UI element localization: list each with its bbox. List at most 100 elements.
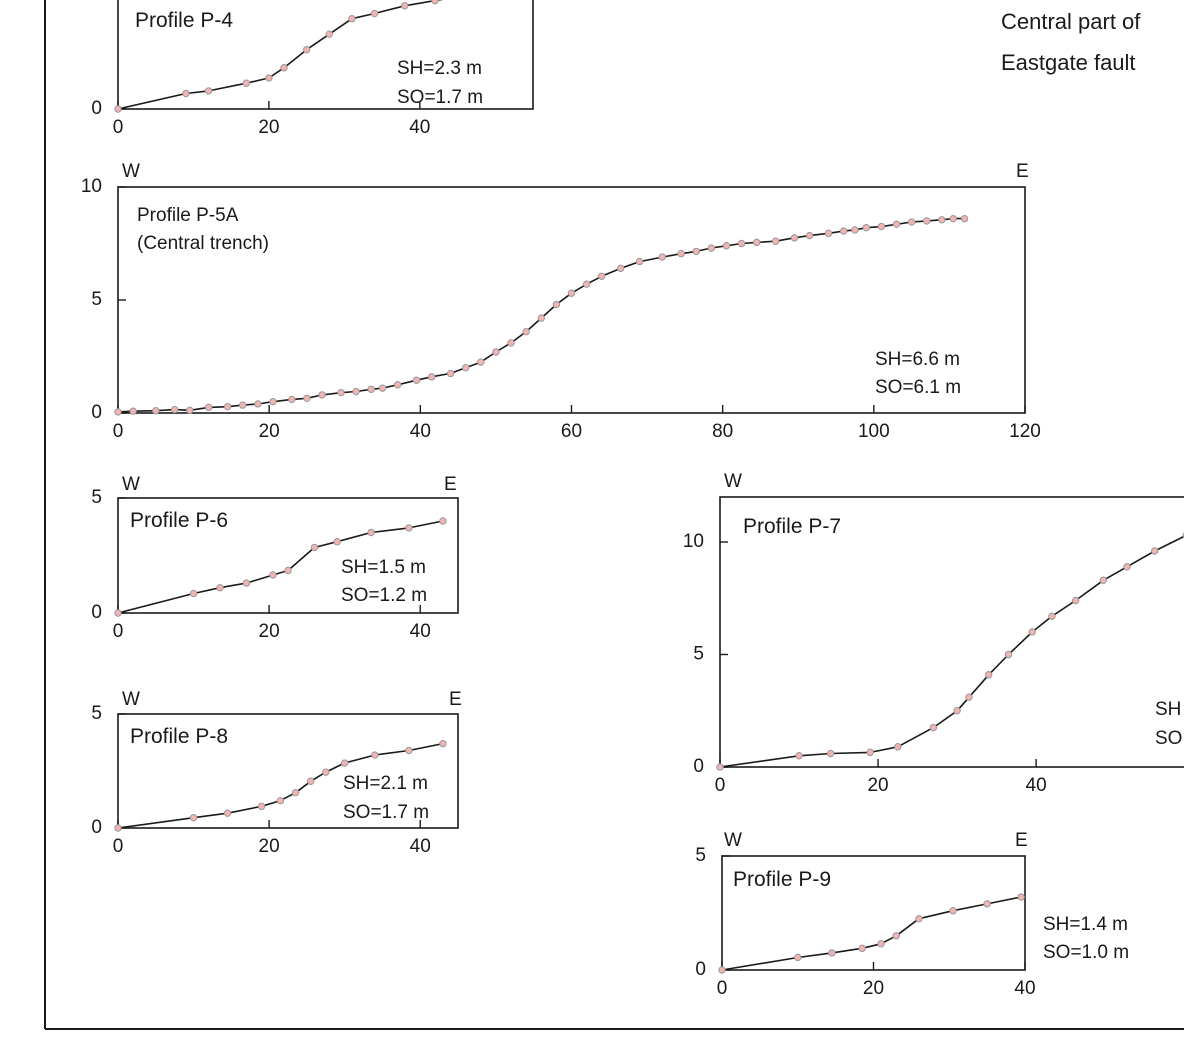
survey-point	[242, 579, 251, 587]
profile-line	[117, 742, 444, 829]
west-label: W	[122, 689, 140, 710]
east-label: E	[449, 689, 462, 710]
survey-point	[189, 589, 198, 598]
survey-point	[771, 237, 780, 245]
survey-point	[242, 79, 250, 87]
survey-point	[1150, 547, 1159, 555]
profile-line	[721, 896, 1022, 971]
survey-point	[915, 915, 923, 923]
survey-point	[507, 339, 515, 347]
profile-chart-p6: 0 20 40 0 5W E Profile P-6 SH=1.5 m SO=1.2 m	[91, 474, 459, 642]
survey-point	[216, 584, 224, 592]
x-tick-label: 20	[259, 421, 280, 442]
x-tick-label: 0	[113, 621, 124, 642]
survey-point	[114, 609, 122, 617]
survey-point	[894, 743, 902, 751]
survey-point	[257, 802, 266, 811]
survey-point	[439, 517, 447, 525]
survey-point	[152, 407, 160, 415]
x-tick-label: 0	[113, 117, 124, 138]
survey-point	[795, 752, 803, 760]
y-tick-label: 0	[693, 756, 704, 777]
sh-annotation: SH	[1155, 699, 1181, 720]
survey-point	[616, 264, 625, 273]
y-tick-label: 5	[695, 845, 706, 866]
survey-point	[189, 814, 198, 822]
survey-point	[707, 244, 716, 252]
survey-point	[985, 671, 993, 679]
survey-point	[522, 327, 530, 336]
survey-point	[877, 222, 886, 231]
west-label: W	[724, 471, 742, 492]
profile-title: Profile P-8	[130, 725, 228, 748]
survey-point	[537, 314, 545, 322]
x-tick-label: 40	[1026, 775, 1047, 796]
profile-title: Profile P-7	[743, 515, 841, 538]
survey-point	[828, 949, 836, 957]
west-label: W	[122, 474, 140, 495]
survey-point	[129, 407, 137, 415]
profile-title: Profile P-5A	[137, 205, 239, 226]
survey-point	[718, 966, 726, 974]
survey-point	[280, 64, 288, 72]
profile-chart-p9: 0 20 40 0 5W E Profile P-9 SH=1.4 m SO=1.0 m	[695, 830, 1129, 999]
survey-point	[269, 571, 277, 579]
survey-point	[223, 402, 232, 411]
survey-point	[114, 408, 122, 416]
survey-point	[303, 394, 311, 403]
survey-point	[1099, 576, 1108, 584]
profile-line	[117, 0, 444, 110]
so-annotation: SO	[1155, 728, 1182, 749]
survey-point	[1071, 596, 1080, 605]
header-note-line2: Eastgate fault	[1001, 50, 1136, 75]
profile-line	[719, 535, 1184, 768]
profile-chart-p4: 0 20 40 0 Profile P-4 SH=2.3 m SO=1.7 m	[91, 0, 534, 138]
survey-point	[892, 932, 900, 940]
x-tick-label: 20	[863, 978, 884, 999]
sh-annotation: SH=1.5 m	[341, 557, 426, 578]
profile-chart-p8: 0 20 40 0 5W E Profile P-8 SH=2.1 m SO=1.7 m	[91, 689, 461, 857]
x-tick-label: 0	[113, 421, 124, 442]
survey-point	[337, 388, 345, 397]
survey-point	[635, 257, 644, 266]
survey-point	[352, 387, 360, 396]
survey-point	[492, 348, 500, 356]
header-note-line1: Central part of	[1001, 9, 1141, 34]
x-tick-label: 0	[715, 775, 726, 796]
survey-point	[851, 226, 859, 234]
y-tick-label: 5	[91, 703, 102, 724]
survey-point	[752, 238, 761, 247]
survey-point	[340, 759, 349, 767]
survey-point	[401, 2, 409, 10]
survey-point	[582, 280, 591, 288]
survey-point	[866, 748, 874, 757]
sh-annotation: SH=2.1 m	[343, 773, 428, 794]
survey-point	[949, 907, 957, 915]
survey-point	[291, 788, 300, 797]
survey-point	[405, 524, 413, 532]
sh-annotation: SH=1.4 m	[1043, 914, 1128, 935]
plot-frame	[117, 0, 534, 110]
survey-point	[446, 369, 455, 378]
survey-point	[461, 364, 470, 372]
survey-point	[826, 749, 835, 758]
east-label: E	[444, 474, 457, 495]
survey-point	[276, 796, 285, 805]
survey-point	[348, 15, 356, 23]
survey-point	[431, 0, 439, 5]
survey-point	[318, 391, 326, 399]
y-tick-label: 5	[91, 289, 102, 310]
plot-frame	[117, 497, 459, 614]
x-tick-label: 40	[1014, 978, 1035, 999]
y-tick-label: 0	[91, 402, 102, 423]
survey-point	[1004, 650, 1013, 659]
x-tick-label: 60	[561, 421, 582, 442]
survey-point	[378, 384, 387, 392]
y-tick-label: 0	[91, 817, 102, 838]
survey-point	[322, 768, 330, 776]
so-annotation: SO=1.7 m	[397, 87, 483, 108]
west-label: W	[724, 830, 742, 851]
y-tick-label: 0	[91, 602, 102, 623]
